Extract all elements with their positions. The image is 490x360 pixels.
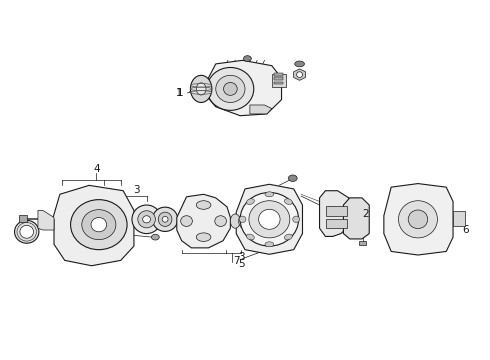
- Polygon shape: [38, 210, 54, 230]
- Text: 6: 6: [463, 225, 469, 235]
- Text: 3: 3: [238, 252, 245, 262]
- Text: 1: 1: [176, 88, 182, 98]
- Text: 2: 2: [363, 209, 369, 219]
- Ellipse shape: [71, 200, 127, 249]
- Bar: [274, 77, 283, 80]
- Ellipse shape: [20, 225, 33, 238]
- Ellipse shape: [152, 207, 178, 231]
- Ellipse shape: [259, 209, 280, 229]
- Ellipse shape: [151, 234, 159, 240]
- Ellipse shape: [143, 216, 150, 223]
- Ellipse shape: [162, 216, 168, 222]
- Ellipse shape: [196, 233, 211, 242]
- Ellipse shape: [294, 61, 304, 67]
- Bar: [274, 73, 283, 76]
- Ellipse shape: [216, 75, 245, 103]
- Ellipse shape: [246, 199, 254, 204]
- Bar: [326, 206, 347, 216]
- Ellipse shape: [239, 214, 248, 228]
- Ellipse shape: [246, 234, 254, 240]
- Ellipse shape: [265, 242, 274, 247]
- Ellipse shape: [244, 56, 251, 62]
- Polygon shape: [250, 105, 272, 114]
- Polygon shape: [343, 198, 369, 239]
- Bar: [20, 215, 27, 222]
- Polygon shape: [319, 191, 352, 237]
- Ellipse shape: [15, 220, 39, 243]
- Bar: [274, 82, 283, 84]
- Ellipse shape: [296, 72, 302, 77]
- Ellipse shape: [138, 211, 155, 228]
- Ellipse shape: [398, 201, 438, 238]
- Bar: [326, 219, 347, 228]
- Polygon shape: [236, 184, 302, 254]
- Ellipse shape: [288, 175, 297, 181]
- Text: 3: 3: [133, 185, 140, 195]
- Bar: [360, 242, 367, 245]
- Ellipse shape: [230, 214, 240, 228]
- Ellipse shape: [215, 216, 226, 226]
- Ellipse shape: [249, 201, 290, 238]
- Ellipse shape: [223, 82, 237, 95]
- Ellipse shape: [196, 201, 211, 209]
- Text: 1: 1: [177, 88, 184, 98]
- Ellipse shape: [181, 216, 193, 226]
- Text: 4: 4: [93, 163, 99, 174]
- Polygon shape: [52, 185, 134, 266]
- Polygon shape: [384, 184, 453, 255]
- Bar: [453, 211, 465, 226]
- Ellipse shape: [284, 199, 292, 204]
- Polygon shape: [203, 60, 282, 116]
- Ellipse shape: [239, 216, 246, 222]
- Ellipse shape: [240, 193, 298, 246]
- Polygon shape: [294, 69, 305, 80]
- Ellipse shape: [196, 83, 206, 95]
- Ellipse shape: [265, 192, 274, 197]
- Text: 5: 5: [238, 259, 245, 269]
- Ellipse shape: [284, 234, 292, 240]
- Ellipse shape: [207, 67, 254, 111]
- Text: 7: 7: [233, 256, 240, 266]
- Bar: [272, 73, 287, 87]
- Ellipse shape: [191, 75, 212, 103]
- Ellipse shape: [408, 210, 428, 229]
- Polygon shape: [177, 194, 230, 248]
- Ellipse shape: [293, 216, 299, 222]
- Ellipse shape: [82, 210, 116, 240]
- Ellipse shape: [158, 212, 172, 226]
- Ellipse shape: [132, 205, 161, 234]
- Ellipse shape: [91, 217, 107, 232]
